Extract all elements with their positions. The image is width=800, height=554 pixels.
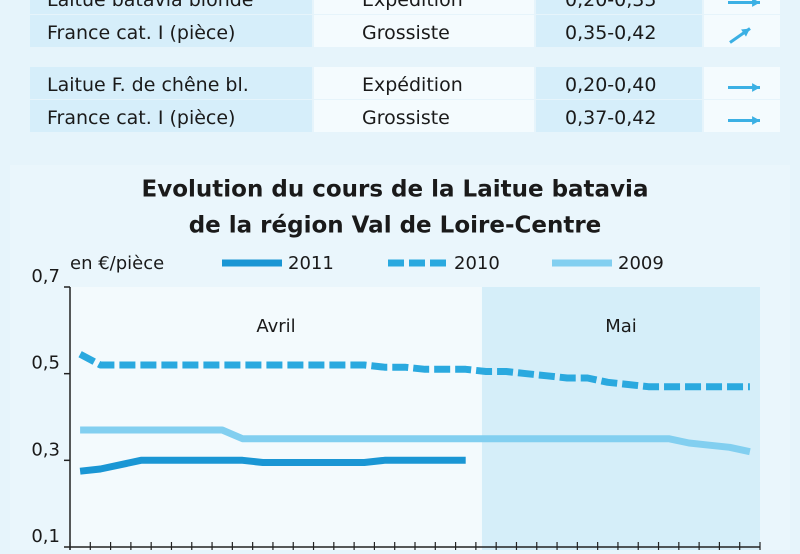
product: France cat. I (pièce) [47, 22, 235, 44]
cell-bg [536, 100, 702, 132]
price: 0,37-0,42 [565, 107, 656, 129]
trend-arrow-head [752, 0, 760, 7]
y-tick-label: 0,5 [31, 353, 60, 374]
cell-bg [30, 15, 312, 47]
legend-label: 2010 [454, 253, 500, 274]
trend-arrow-head [752, 116, 760, 125]
cell-bg [704, 15, 780, 47]
cell-bg [314, 100, 534, 132]
y-tick-label: 0,3 [31, 439, 60, 460]
cell-bg [536, 15, 702, 47]
legend-label: 2011 [288, 253, 334, 274]
legend-label: 2009 [618, 253, 664, 274]
trend-arrow-head [752, 83, 760, 92]
cell-bg [536, 67, 702, 99]
product: Laitue batavia blonde [47, 0, 254, 11]
cell-bg [30, 0, 312, 14]
period-bg [481, 287, 760, 554]
market: Expédition [362, 0, 463, 11]
cell-bg [536, 0, 702, 14]
cell-bg [30, 67, 312, 99]
cell-bg [704, 100, 780, 132]
series-line [79, 456, 466, 475]
cell-bg [30, 100, 312, 132]
y-tick-label: 0,1 [31, 526, 60, 547]
price: 0,20-0,40 [565, 74, 656, 96]
y-axis-label: en €/pièce [70, 253, 164, 274]
cell-bg [314, 67, 534, 99]
price: 0,20-0,35 [565, 0, 656, 11]
period-label: Avril [256, 316, 295, 337]
market: Expédition [362, 74, 463, 96]
price: 0,35-0,42 [565, 22, 656, 44]
period-label: Mai [605, 316, 637, 337]
chart-title: de la région Val de Loire-Centre [189, 213, 602, 239]
trend-arrow-head [741, 28, 750, 37]
cell-bg [314, 15, 534, 47]
market: Grossiste [362, 107, 450, 129]
product: France cat. I (pièce) [47, 107, 235, 129]
chart-title: Evolution du cours de la Laitue batavia [142, 177, 649, 203]
period-bg [70, 287, 482, 554]
cell-bg [704, 0, 780, 14]
cell-bg [704, 67, 780, 99]
product: Laitue F. de chêne bl. [47, 74, 249, 96]
cell-bg [314, 0, 534, 14]
y-tick-label: 0,7 [31, 266, 60, 287]
series-line [78, 351, 750, 391]
series-line [80, 426, 751, 456]
market: Grossiste [362, 22, 450, 44]
